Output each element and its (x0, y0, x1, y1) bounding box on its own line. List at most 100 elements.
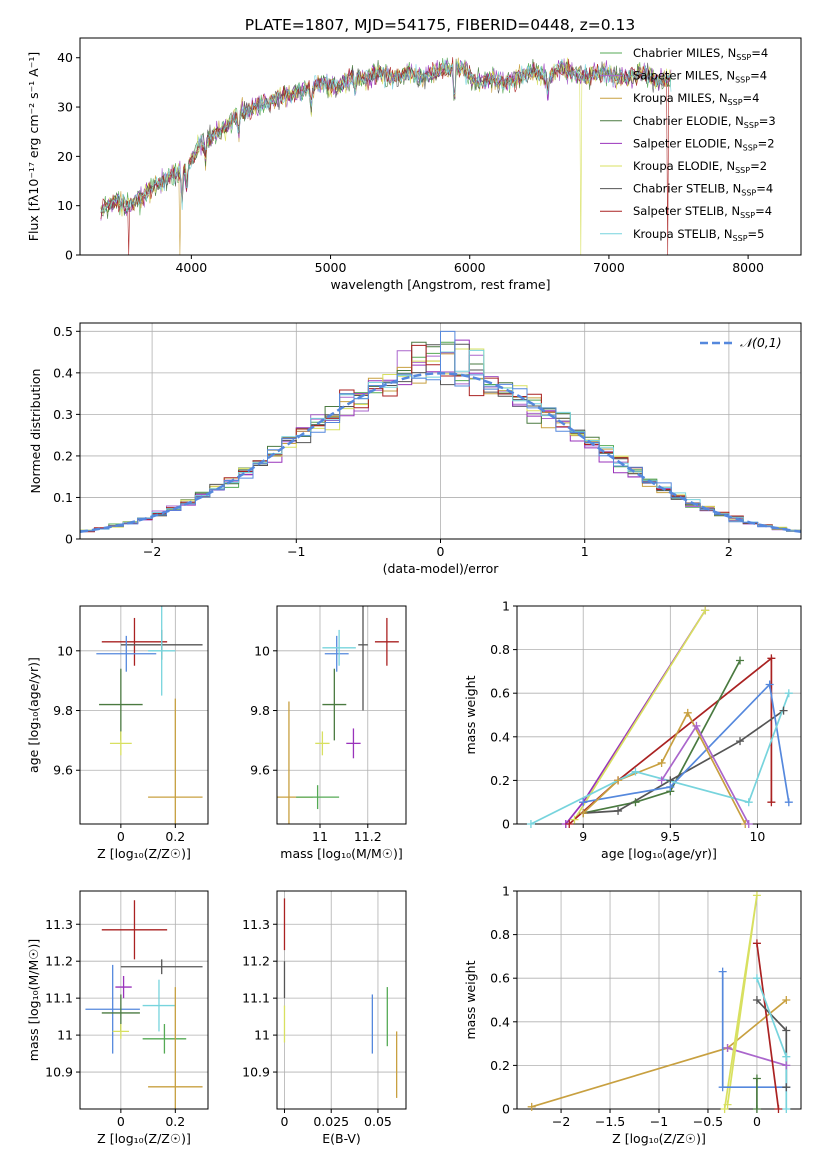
error-bar-point (112, 1024, 130, 1039)
age_vs_mass-plot-area (277, 606, 399, 824)
error-bar-point (296, 785, 340, 810)
mass_vs_EBV-xtick-label: 0.05 (364, 1114, 392, 1129)
mass_vs_EBV-frame (276, 890, 407, 1110)
residuals-ytick-label: 0.3 (53, 407, 73, 422)
residuals-ytick-label: 0.1 (53, 490, 73, 505)
weight-marker (752, 996, 761, 1004)
weight-marker (723, 1100, 732, 1109)
weight_vs_Z-ytick-label: 0.6 (490, 971, 510, 986)
age_vs_Z-ytick-label: 10 (57, 643, 73, 658)
mass_vs_EBV-ytick-label: 10.9 (242, 1065, 270, 1080)
weight-series-line (573, 609, 706, 821)
weight-marker (527, 1102, 536, 1111)
legend-entry: Kroupa MILES, NSSP=4 (633, 91, 759, 107)
spectrum-series-line (100, 59, 672, 221)
spectrum-xtick-label: 4000 (175, 260, 207, 275)
residuals-xtick-label: −2 (143, 544, 161, 559)
age_vs_Z-ylabel: age [log₁₀(age/yr)] (26, 657, 41, 773)
weight-marker (683, 708, 692, 717)
weight-marker (631, 767, 640, 776)
weight-marker (657, 758, 666, 767)
age_vs_mass-panel: 11 11.2 9.6 9.8 10 mass [log₁₀(M/M☉)] (250, 605, 407, 861)
error-bar-point (374, 617, 399, 666)
spectrum-series-line (100, 58, 672, 213)
mass_vs_Z-xtick-label: 0.2 (165, 1114, 185, 1129)
weight-marker (774, 1105, 783, 1113)
weight-marker (579, 798, 588, 807)
weight_vs_Z-ytick-label: 0.2 (490, 1058, 510, 1073)
weight-series-line (756, 977, 788, 1109)
spectrum-ylabel: Flux [fλ10⁻¹⁷ erg cm⁻² s⁻¹ A⁻¹] (26, 52, 41, 241)
mass_vs_Z-frame (79, 890, 209, 1110)
spectrum-ytick-label: 0 (65, 248, 73, 263)
error-bar-point (148, 606, 176, 696)
error-bar-point (109, 731, 132, 756)
spectrum-legend: Chabrier MILES, NSSP=4 Salpeter MILES, NS… (600, 46, 776, 243)
legend-entry: Chabrier MILES, NSSP=4 (633, 46, 768, 62)
error-bar-point (142, 1024, 187, 1054)
weight_vs_age-panel: 9 9.5 10 0 0.2 0.4 0.6 0.8 1 age [log₁₀(age/yr)] m… (463, 599, 802, 861)
mass_vs_Z-ytick-label: 11.2 (45, 954, 73, 969)
spectrum-series-line (100, 57, 672, 255)
residuals-xtick-label: 0 (437, 544, 445, 559)
weight-marker (614, 806, 623, 815)
weight_vs_Z-ytick-label: 0 (502, 1102, 510, 1117)
spectrum-series-line (100, 58, 672, 219)
age_vs_Z-frame (79, 605, 209, 825)
legend-entry: Salpeter MILES, NSSP=4 (633, 69, 767, 85)
spectrum-ytick-label: 10 (57, 198, 73, 213)
weight_vs_Z-xtick-label: 0 (753, 1114, 761, 1129)
residuals-xtick-label: 1 (581, 544, 589, 559)
mass_vs_Z-ytick-label: 11.3 (45, 917, 73, 932)
legend-entry: Salpeter STELIB, NSSP=4 (633, 204, 772, 220)
weight_vs_age-plot-area (530, 609, 790, 824)
weight_vs_age-xlabel: age [log₁₀(age/yr)] (601, 846, 717, 861)
error-bar-point (148, 987, 203, 1109)
weight-marker (736, 656, 745, 665)
weight-marker (782, 1052, 791, 1061)
weight_vs_Z-ytick-label: 1 (502, 884, 510, 899)
age_vs_mass-ytick-label: 9.6 (250, 763, 270, 778)
age_vs_mass-xlabel: mass [log₁₀(M/M☉)] (280, 846, 402, 861)
weight-marker (666, 782, 675, 791)
error-bar-point (324, 635, 349, 672)
error-bar-point (322, 668, 347, 741)
weight-marker (784, 689, 793, 698)
residuals-panel: −2 −1 0 1 2 0 0.1 0.2 0.3 0.4 0.5 (data-model)/erro… (28, 322, 802, 576)
mass_vs_Z-ytick-label: 11 (57, 1028, 73, 1043)
error-bar-point (101, 617, 168, 666)
error-bar-point (85, 964, 140, 1054)
residuals-ytick-label: 0.2 (53, 448, 73, 463)
mass_vs_Z-ytick-label: 11.1 (45, 991, 73, 1006)
weight-marker (752, 974, 761, 983)
residuals-ylabel: Normed distribution (28, 369, 43, 494)
error-bar-point (96, 635, 157, 672)
weight_vs_Z-ylabel: mass weight (463, 960, 478, 1039)
mass_vs_EBV-xtick-label: 0.025 (313, 1114, 349, 1129)
weight_vs_age-xtick-label: 9.5 (660, 829, 680, 844)
weight_vs_Z-xtick-label: −0.5 (693, 1114, 723, 1129)
mass_vs_Z-xlabel: Z [log₁₀(Z/Z☉)] (97, 1131, 191, 1146)
age_vs_Z-xlabel: Z [log₁₀(Z/Z☉)] (97, 846, 191, 861)
weight-marker (723, 1043, 732, 1052)
weight_vs_age-ytick-label: 0.2 (490, 773, 510, 788)
weight_vs_age-xtick-label: 10 (749, 829, 765, 844)
weight-marker (570, 815, 579, 824)
spectrum-series-line (100, 57, 672, 255)
weight_vs_age-ytick-label: 0.8 (490, 642, 510, 657)
normal-curve (80, 372, 801, 533)
residuals-xtick-label: −1 (287, 544, 305, 559)
age_vs_Z-plot-area (96, 606, 203, 824)
weight_vs_Z-xtick-label: −1 (650, 1114, 668, 1129)
spectrum-xtick-label: 8000 (732, 260, 764, 275)
spectrum-xtick-label: 5000 (315, 260, 347, 275)
mass_vs_EBV-xlabel: E(B-V) (322, 1131, 361, 1146)
error-bar-point (99, 668, 143, 741)
mass_vs_EBV-ytick-label: 11.3 (242, 917, 270, 932)
spectrum-panel: 4000 5000 6000 7000 8000 0 10 20 30 40 wavelength … (26, 37, 802, 292)
age_vs_mass-xtick-label: 11.2 (354, 829, 382, 844)
weight-series-line (756, 943, 780, 1109)
error-bar-point (120, 959, 203, 975)
age_vs_Z-ytick-label: 9.6 (53, 763, 73, 778)
